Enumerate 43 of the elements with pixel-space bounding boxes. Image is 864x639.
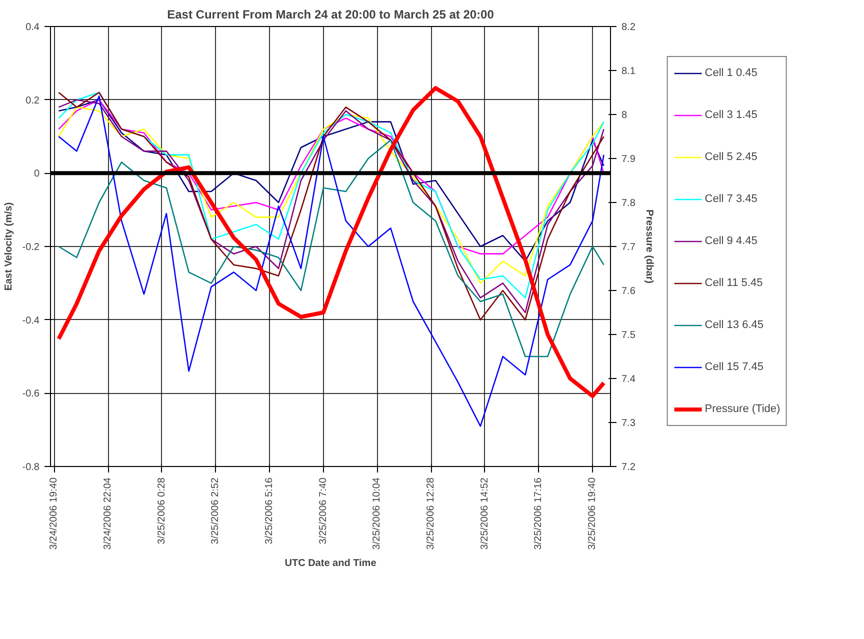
line-series [58, 140, 604, 358]
y2-tick-label: 8.2 [622, 22, 636, 33]
x-axis-title: UTC Date and Time [284, 558, 377, 569]
x-tick-label: 3/24/2006 22:04 [102, 477, 114, 550]
legend-label: Cell 15 7.45 [704, 360, 764, 372]
x-tick-label: 3/25/2006 0:28 [156, 477, 168, 544]
y-tick-label: -0.8 [22, 462, 40, 473]
legend-label: Cell 5 2.45 [704, 150, 758, 162]
legend-label: Cell 9 4.45 [704, 234, 758, 246]
y-tick-label: -0.6 [22, 388, 40, 400]
x-tick-label: 3/25/2006 7:40 [318, 477, 329, 544]
y2-tick-label: 7.6 [622, 286, 636, 297]
legend-label: Cell 7 3.45 [704, 192, 758, 204]
legend-label: Cell 3 1.45 [704, 108, 758, 120]
legend-label: Cell 1 0.45 [704, 66, 758, 78]
y2-tick-label: 8.1 [622, 66, 636, 77]
x-tick-label: 3/25/2006 12:28 [426, 477, 437, 550]
y2-axis-title: Pressure (dbar) [643, 210, 654, 284]
y-tick-label: -0.2 [22, 242, 40, 253]
x-tick-label: 3/25/2006 5:16 [264, 477, 276, 544]
chart-title: East Current From March 24 at 20:00 to March 25 at 20:00 [167, 8, 494, 22]
x-tick-label: 3/25/2006 14:52 [479, 477, 490, 550]
x-tick-label: 3/25/2006 2:52 [210, 477, 222, 544]
x-tick-label: 3/25/2006 19:40 [587, 477, 598, 550]
y2-tick-label: 7.9 [622, 154, 636, 165]
y-tick-label: 0.2 [26, 95, 40, 106]
x-tick-label: 3/25/2006 10:04 [372, 477, 383, 550]
y2-tick-label: 7.4 [622, 374, 636, 385]
y2-tick-label: 7.7 [622, 242, 636, 253]
y-axis-title: East Velocity (m/s) [3, 202, 14, 291]
y2-tick-label: 8 [622, 110, 628, 121]
y-tick-label: 0.4 [26, 22, 40, 33]
legend-label: Cell 13 6.45 [704, 318, 764, 330]
y-tick-label: 0 [34, 168, 40, 180]
y2-tick-label: 7.8 [622, 198, 636, 209]
y2-tick-label: 7.5 [622, 330, 636, 341]
y-tick-label: -0.4 [22, 315, 40, 326]
y2-tick-label: 7.2 [622, 462, 636, 473]
x-tick-label: 3/25/2006 17:16 [533, 477, 544, 550]
x-tick-label: 3/24/2006 19:40 [48, 477, 60, 550]
y2-tick-label: 7.3 [622, 418, 636, 429]
legend-label: Pressure (Tide) [704, 402, 780, 414]
legend-label: Cell 11 5.45 [704, 276, 763, 288]
